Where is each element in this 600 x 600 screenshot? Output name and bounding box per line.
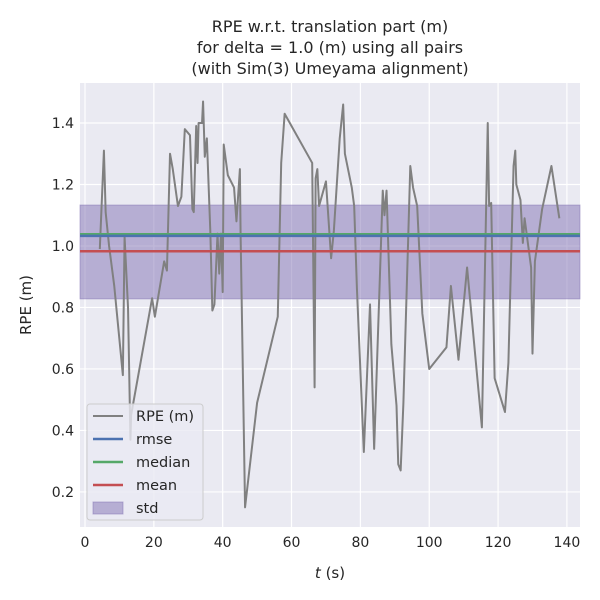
x-tick-label: 80 (351, 535, 369, 551)
rpe-line (98, 100, 561, 509)
legend-label: RPE (m) (136, 409, 194, 425)
y-tick-label: 1.4 (52, 116, 74, 132)
x-tick-label: 40 (214, 535, 232, 551)
legend-label: std (136, 501, 158, 517)
legend: RPE (m) rmse median mean std (86, 403, 204, 521)
x-axis-label: t (s) (315, 564, 345, 582)
y-tick-label: 0.4 (52, 423, 74, 439)
chart-title-line-1: RPE w.r.t. translation part (m) (212, 17, 448, 36)
legend-label: median (136, 455, 190, 471)
x-tick-label: 140 (554, 535, 581, 551)
y-tick-label: 0.8 (52, 300, 74, 316)
x-tick-label: 60 (283, 535, 301, 551)
x-tick-label: 120 (485, 535, 512, 551)
x-tick-label: 0 (81, 535, 90, 551)
chart-title-line-3: (with Sim(3) Umeyama alignment) (191, 59, 468, 78)
x-tick-label: 20 (145, 535, 163, 551)
legend-swatch-std (92, 501, 124, 515)
y-axis-label: RPE (m) (17, 275, 35, 335)
y-tick-label: 0.6 (52, 362, 74, 378)
y-tick-label: 1.2 (52, 177, 74, 193)
chart-title-line-2: for delta = 1.0 (m) using all pairs (197, 38, 463, 57)
y-tick-label: 0.2 (52, 485, 74, 501)
legend-label: mean (136, 478, 177, 494)
x-tick-label: 100 (416, 535, 443, 551)
legend-label: rmse (136, 432, 172, 448)
y-tick-label: 1.0 (52, 239, 74, 255)
